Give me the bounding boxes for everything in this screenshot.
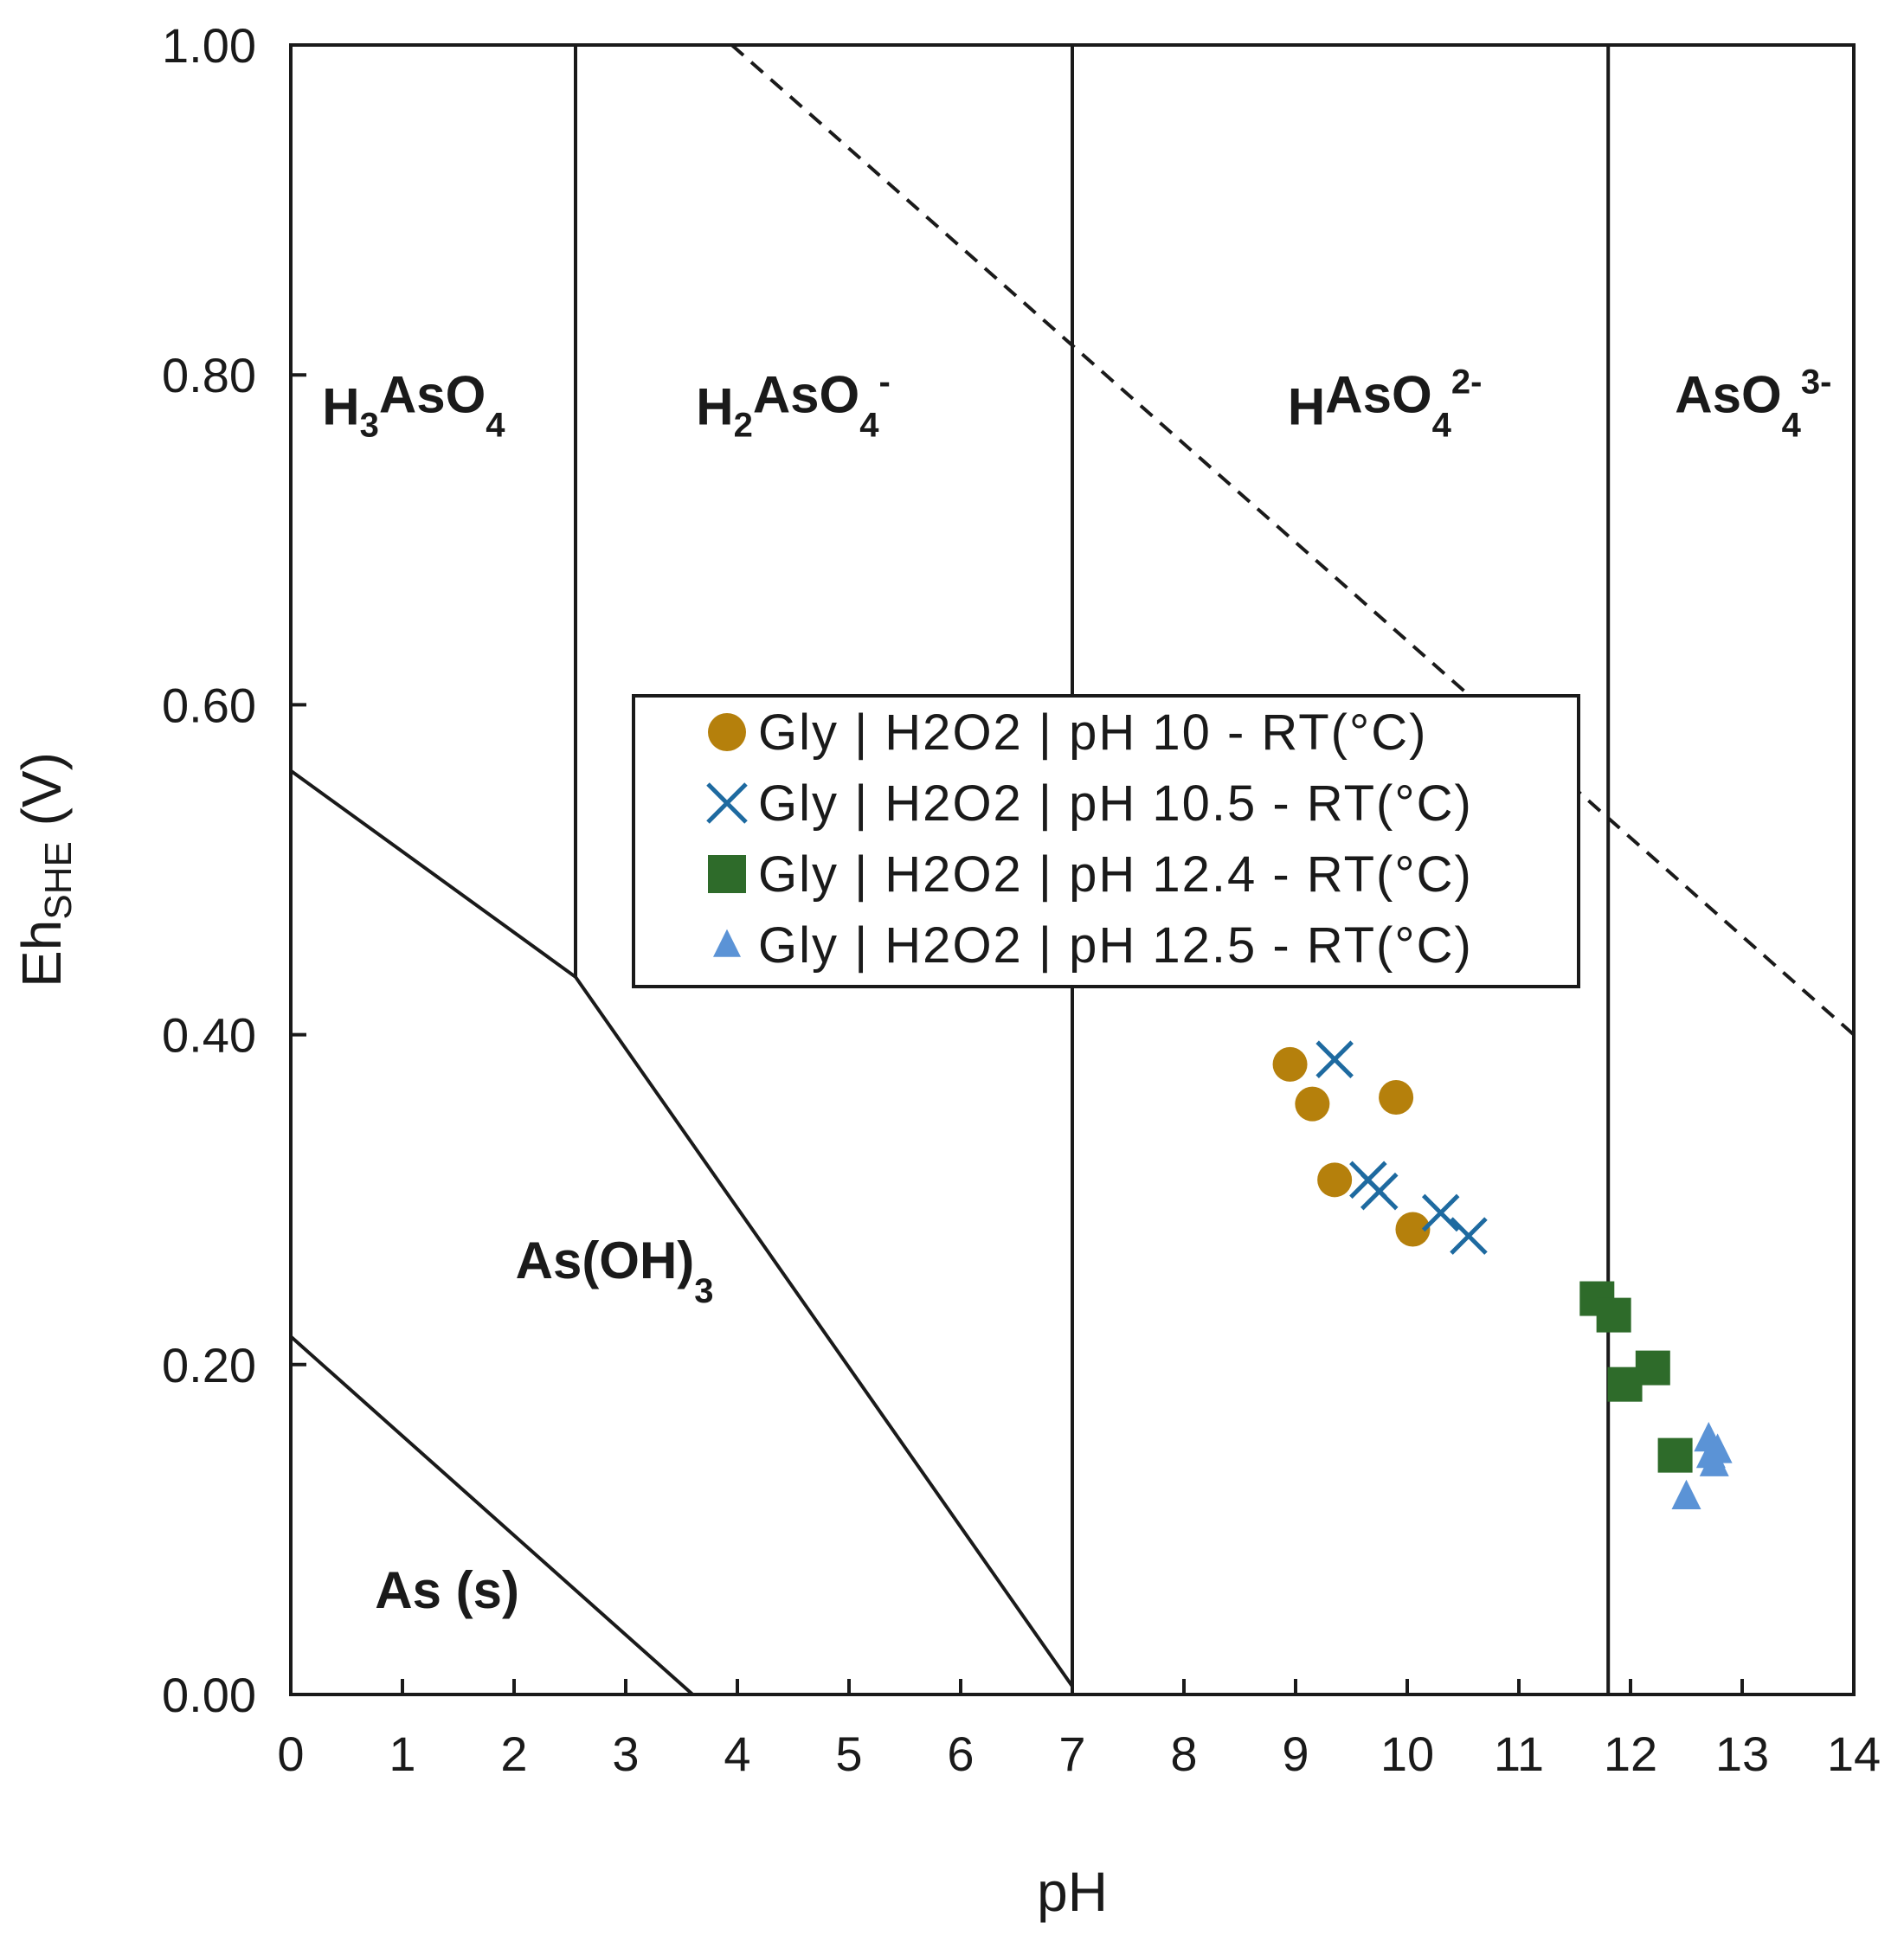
data-point-triangle (1702, 1433, 1733, 1463)
data-point-square (1596, 1297, 1631, 1333)
region-label-part-sub2: 4 (486, 406, 505, 444)
x-tick-label: 1 (389, 1727, 415, 1781)
x-axis-ticks: 0 1 2 3 4 5 6 7 8 9 10 11 12 13 14 (277, 1679, 1881, 1781)
y-axis-title-main: Eh (10, 920, 73, 987)
data-point-x (1421, 1193, 1460, 1232)
region-label-part-mid: AsO (379, 365, 486, 423)
legend-marker-circle (708, 713, 746, 751)
data-point-x (1315, 1040, 1354, 1078)
x-tick-label: 11 (1494, 1727, 1544, 1781)
x-tick-label: 8 (1170, 1727, 1197, 1781)
y-tick-label: 0.60 (162, 678, 256, 732)
region-label-part-sup: - (878, 363, 890, 401)
legend-marker-square (708, 855, 746, 893)
region-label-part-pre: H (322, 377, 359, 435)
data-point-x (1450, 1217, 1488, 1255)
region-label-part-sub2: 4 (859, 406, 879, 444)
region-label-h2aso4: H2AsO4 - (696, 363, 891, 444)
region-label-part-mid: AsO (1325, 365, 1431, 423)
legend-label: Gly | H2O2 | pH 10 - RT(°C) (758, 704, 1427, 761)
region-label-haso4: HAsO4 2- (1288, 363, 1483, 444)
data-point-circle (1395, 1212, 1431, 1247)
region-label-aso4: AsO4 3- (1675, 363, 1831, 444)
region-label-part-pre: H (696, 377, 733, 435)
y-tick-label: 0.20 (162, 1338, 256, 1392)
region-label-part-sub2: 4 (1432, 406, 1452, 444)
x-tick-label: 6 (947, 1727, 974, 1781)
x-tick-label: 3 (612, 1727, 639, 1781)
data-point-circle (1272, 1046, 1308, 1082)
y-tick-label: 0.40 (162, 1008, 256, 1063)
x-tick-label: 4 (724, 1727, 750, 1781)
y-tick-label: 0.80 (162, 348, 256, 402)
region-label-part-sub1: 2 (734, 406, 753, 444)
x-tick-label: 13 (1715, 1727, 1769, 1781)
region-labels: H3AsO4 H2AsO4- HAsO42- AsO43-As(OH)3As (s) (322, 363, 1831, 1619)
region-label-part-mid: AsO (753, 365, 859, 423)
x-tick-label: 14 (1827, 1727, 1881, 1781)
region-label-part-sup: 3- (1801, 363, 1832, 401)
region-label-part-pre: H (1288, 377, 1325, 435)
data-point-circle (1379, 1080, 1414, 1116)
x-tick-label: 10 (1380, 1727, 1434, 1781)
data-points (1272, 1040, 1733, 1509)
x-tick-label: 12 (1604, 1727, 1657, 1781)
region-label-h3aso4: H3AsO4 (322, 365, 505, 444)
y-axis-title-subscript: SHE (37, 841, 80, 919)
region-label-as_s: As (s) (375, 1561, 519, 1619)
boundary-line-6 (730, 43, 1856, 1037)
x-tick-label: 0 (277, 1727, 304, 1781)
legend-label: Gly | H2O2 | pH 12.5 - RT(°C) (758, 917, 1473, 974)
x-tick-label: 5 (835, 1727, 862, 1781)
y-axis-title-unit: (V) (10, 752, 73, 841)
data-point-square (1635, 1350, 1670, 1386)
legend-label: Gly | H2O2 | pH 10.5 - RT(°C) (758, 775, 1473, 832)
data-point-x (1360, 1172, 1399, 1211)
region-label-part-sup: 2- (1451, 363, 1483, 401)
data-point-circle (1317, 1162, 1353, 1198)
region-label-asoh3: As(OH)3 (516, 1231, 714, 1310)
x-tick-label: 9 (1282, 1727, 1309, 1781)
y-tick-label: 0.00 (162, 1668, 256, 1722)
y-axis-title: EhSHE (V) (10, 752, 80, 987)
data-point-circle (1295, 1086, 1330, 1122)
y-axis-ticks: 0.00 0.20 0.40 0.60 0.80 1.00 (162, 18, 306, 1722)
legend-marker-x (706, 782, 748, 824)
region-label-part-sub2: 3 (694, 1272, 713, 1310)
legend: Gly | H2O2 | pH 10 - RT(°C) Gly | H2O2 | … (632, 694, 1580, 988)
x-tick-label: 2 (500, 1727, 527, 1781)
region-label-part-mid: As(OH) (516, 1231, 695, 1289)
y-tick-label: 1.00 (162, 18, 256, 73)
region-label-part-sub2: 4 (1782, 406, 1802, 444)
legend-label: Gly | H2O2 | pH 12.4 - RT(°C) (758, 846, 1473, 903)
boundary-line-5 (289, 1334, 694, 1696)
region-label-part-mid: AsO (1675, 365, 1781, 423)
data-point-square (1657, 1437, 1693, 1473)
region-label-part-mid: As (s) (375, 1561, 519, 1619)
x-tick-label: 7 (1058, 1727, 1085, 1781)
legend-marker-triangle (713, 929, 741, 957)
x-axis-title: pH (1037, 1861, 1108, 1923)
data-point-triangle (1671, 1479, 1701, 1509)
legend-box (632, 694, 1580, 988)
boundary-line-2 (289, 768, 1074, 1688)
region-label-part-sub1: 3 (360, 406, 379, 444)
